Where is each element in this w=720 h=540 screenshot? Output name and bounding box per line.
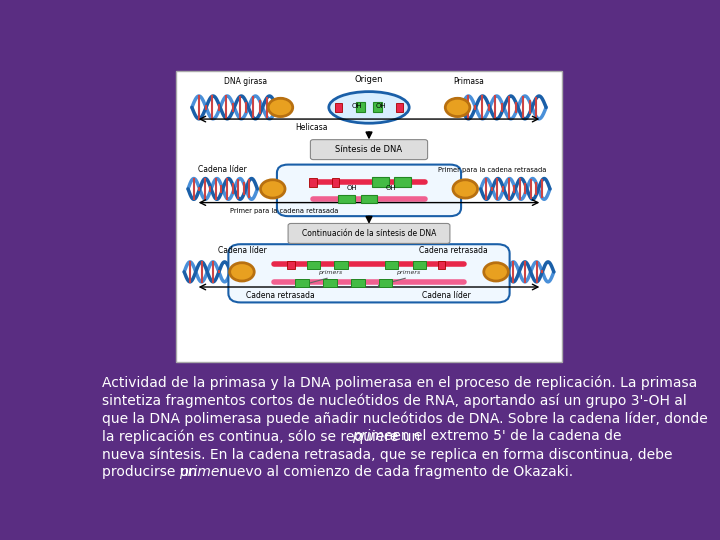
Text: primer: primer xyxy=(352,429,398,443)
FancyBboxPatch shape xyxy=(384,261,398,269)
FancyBboxPatch shape xyxy=(334,261,348,269)
FancyBboxPatch shape xyxy=(361,194,377,203)
FancyBboxPatch shape xyxy=(332,178,339,187)
Text: Cadena líder: Cadena líder xyxy=(198,165,247,174)
Text: nuevo al comienzo de cada fragmento de Okazaki.: nuevo al comienzo de cada fragmento de O… xyxy=(215,465,573,479)
FancyBboxPatch shape xyxy=(373,103,382,112)
FancyBboxPatch shape xyxy=(277,165,461,216)
Text: que la DNA polimerasa puede añadir nucleótidos de DNA. Sobre la cadena líder, do: que la DNA polimerasa puede añadir nucle… xyxy=(102,411,708,426)
Text: Cadena líder: Cadena líder xyxy=(422,291,470,300)
Circle shape xyxy=(445,98,470,117)
Text: Cadena retrasada: Cadena retrasada xyxy=(246,291,315,300)
FancyBboxPatch shape xyxy=(295,279,309,287)
FancyBboxPatch shape xyxy=(310,178,317,187)
Text: primers: primers xyxy=(318,270,342,275)
Circle shape xyxy=(453,180,477,198)
Text: producirse un: producirse un xyxy=(102,465,202,479)
Circle shape xyxy=(230,263,254,281)
Text: primer: primer xyxy=(179,465,225,479)
Circle shape xyxy=(261,180,285,198)
FancyBboxPatch shape xyxy=(356,103,365,112)
FancyBboxPatch shape xyxy=(372,177,389,187)
FancyBboxPatch shape xyxy=(394,177,411,187)
Text: OH: OH xyxy=(351,103,362,109)
FancyBboxPatch shape xyxy=(338,194,355,203)
Text: Primer para la cadena retrasada: Primer para la cadena retrasada xyxy=(438,167,546,173)
FancyBboxPatch shape xyxy=(396,103,403,112)
Circle shape xyxy=(484,263,508,281)
FancyBboxPatch shape xyxy=(413,261,426,269)
Text: DNA girasa: DNA girasa xyxy=(224,77,267,86)
FancyBboxPatch shape xyxy=(287,261,294,269)
Text: OH: OH xyxy=(386,185,397,191)
FancyBboxPatch shape xyxy=(379,279,392,287)
Text: la replicación es continua, sólo se requiere un: la replicación es continua, sólo se requ… xyxy=(102,429,425,444)
FancyBboxPatch shape xyxy=(176,71,562,362)
Text: OH: OH xyxy=(347,185,358,191)
Text: Primer para la cadena retrasada: Primer para la cadena retrasada xyxy=(230,208,338,214)
FancyBboxPatch shape xyxy=(438,261,446,269)
Text: Continuación de la síntesis de DNA: Continuación de la síntesis de DNA xyxy=(302,229,436,238)
FancyBboxPatch shape xyxy=(228,244,510,302)
Text: sintetiza fragmentos cortos de nucleótidos de RNA, aportando así un grupo 3'-OH : sintetiza fragmentos cortos de nucleótid… xyxy=(102,394,687,408)
Text: primers: primers xyxy=(396,270,420,275)
Text: nueva síntesis. En la cadena retrasada, que se replica en forma discontinua, deb: nueva síntesis. En la cadena retrasada, … xyxy=(102,447,672,462)
Text: Primasa: Primasa xyxy=(454,77,485,86)
FancyBboxPatch shape xyxy=(323,279,337,287)
FancyBboxPatch shape xyxy=(288,224,450,244)
Circle shape xyxy=(268,98,293,117)
Text: Origen: Origen xyxy=(355,75,383,84)
FancyBboxPatch shape xyxy=(335,103,342,112)
FancyBboxPatch shape xyxy=(310,140,428,160)
Text: Helicasa: Helicasa xyxy=(295,123,328,132)
Text: OH: OH xyxy=(376,103,387,109)
Text: Actividad de la primasa y la DNA polimerasa en el proceso de replicación. La pri: Actividad de la primasa y la DNA polimer… xyxy=(102,376,698,390)
FancyBboxPatch shape xyxy=(307,261,320,269)
Text: Cadena retrasada: Cadena retrasada xyxy=(419,246,488,254)
Text: Síntesis de DNA: Síntesis de DNA xyxy=(336,145,402,154)
Ellipse shape xyxy=(329,92,409,123)
FancyBboxPatch shape xyxy=(351,279,364,287)
Text: en el extremo 5' de la cadena de: en el extremo 5' de la cadena de xyxy=(388,429,621,443)
Text: Cadena líder: Cadena líder xyxy=(217,246,266,254)
